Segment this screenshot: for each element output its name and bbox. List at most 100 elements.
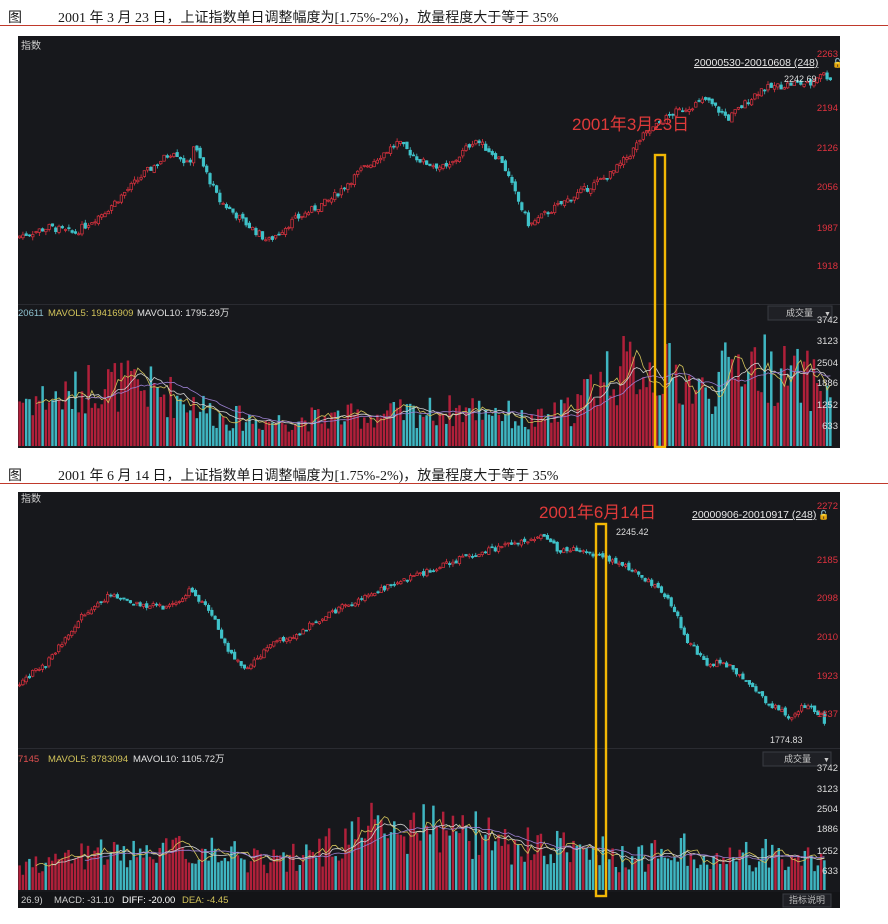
candle-body	[343, 604, 348, 607]
candle-body	[630, 569, 634, 572]
volume-bar	[343, 421, 346, 446]
volume-bar	[38, 400, 41, 446]
volume-bar	[119, 860, 122, 890]
volume-bar	[389, 832, 393, 890]
candle-body	[233, 651, 237, 660]
price-tick-label: 2056	[817, 182, 838, 193]
volume-bar	[67, 391, 71, 446]
volume-bar	[813, 871, 816, 890]
candle-body	[152, 165, 156, 173]
volume-bar	[540, 408, 543, 446]
volume-bar	[194, 863, 197, 890]
indicator-help-button[interactable]	[782, 893, 832, 908]
candle-body	[102, 600, 106, 603]
volume-bar	[494, 841, 497, 890]
candle-body	[73, 626, 77, 633]
candle-body	[92, 606, 97, 610]
candle-body	[608, 171, 613, 179]
candle-body	[145, 603, 149, 608]
volume-bar	[18, 401, 21, 446]
candle-body	[530, 222, 534, 225]
candle-body	[464, 145, 468, 151]
candle-body	[379, 586, 383, 593]
candle-body	[500, 546, 504, 548]
volume-bar	[542, 855, 546, 890]
candle-body	[428, 163, 432, 166]
volume-bar	[100, 404, 103, 446]
volume-bar	[238, 405, 241, 446]
volume-bar	[576, 394, 579, 446]
volume-bar	[599, 371, 602, 446]
volume-bar	[350, 821, 354, 890]
candle-body	[324, 616, 328, 621]
candle-body	[326, 199, 330, 202]
candle-body	[595, 179, 599, 183]
volume-bar	[50, 860, 54, 890]
candle-body	[86, 225, 91, 228]
volume-bar	[110, 371, 113, 446]
chevron-down-icon: ▼	[824, 311, 831, 318]
candle-body	[37, 669, 41, 671]
volume-bar	[415, 833, 419, 890]
volume-bar	[438, 413, 442, 446]
volume-bar	[285, 871, 289, 890]
volume-bar	[129, 370, 133, 446]
volume-bar	[750, 351, 753, 446]
candle-body	[220, 629, 224, 639]
volume-bar	[592, 398, 596, 446]
volume-dropdown[interactable]	[762, 751, 832, 767]
volume-bar	[175, 395, 179, 446]
volume-dropdown[interactable]	[767, 305, 833, 321]
candle-body	[566, 198, 570, 203]
volume-bar	[715, 853, 719, 890]
candle-body	[708, 663, 712, 667]
candle-body	[353, 602, 357, 607]
volume-bar	[630, 856, 634, 890]
candle-body	[822, 712, 826, 724]
candle-body	[614, 557, 618, 564]
macd-prefix: 26.9)	[21, 895, 43, 906]
volume-bar	[120, 362, 123, 446]
volume-bar	[539, 833, 543, 890]
candle-body	[454, 560, 458, 564]
candle-body	[195, 145, 199, 151]
volume-bar	[272, 849, 275, 890]
candle-body	[294, 634, 299, 640]
min-label: 1774.83	[770, 735, 803, 745]
volume-bar	[514, 421, 517, 446]
volume-bar	[336, 410, 340, 446]
candle-body	[372, 160, 376, 168]
candle-body	[44, 666, 48, 668]
candle-body	[644, 130, 649, 134]
candle-body	[366, 594, 370, 598]
candle-body	[624, 564, 628, 567]
price-tick-label: 1918	[817, 261, 838, 272]
candle-body	[523, 211, 527, 214]
volume-bar	[279, 855, 282, 890]
max-label: 2245.42	[616, 527, 649, 537]
candle-body	[723, 111, 727, 116]
volume-bar	[598, 865, 601, 890]
volume-bar	[202, 395, 205, 446]
volume-bar	[497, 414, 501, 446]
mavol10-legend: MAVOL10: 1105.72万	[133, 754, 225, 765]
candle-body	[617, 562, 621, 565]
volume-bar	[77, 856, 80, 890]
volume-bar	[783, 345, 786, 446]
volume-bar	[686, 865, 689, 890]
candle-body	[83, 614, 87, 617]
volume-bar	[218, 413, 222, 446]
volume-bar	[406, 853, 409, 890]
candle-body	[438, 166, 442, 171]
volume-bar	[366, 422, 369, 446]
candle-body	[208, 173, 212, 185]
candle-body	[764, 696, 768, 704]
candle-body	[749, 99, 754, 106]
candle-body	[205, 165, 209, 173]
volume-bar	[588, 859, 592, 890]
chevron-down-icon: ▼	[823, 757, 830, 764]
volume-bar	[445, 423, 448, 446]
candle-body	[743, 100, 747, 109]
price-tick-label: 2194	[817, 103, 838, 114]
volume-bar	[744, 841, 748, 890]
